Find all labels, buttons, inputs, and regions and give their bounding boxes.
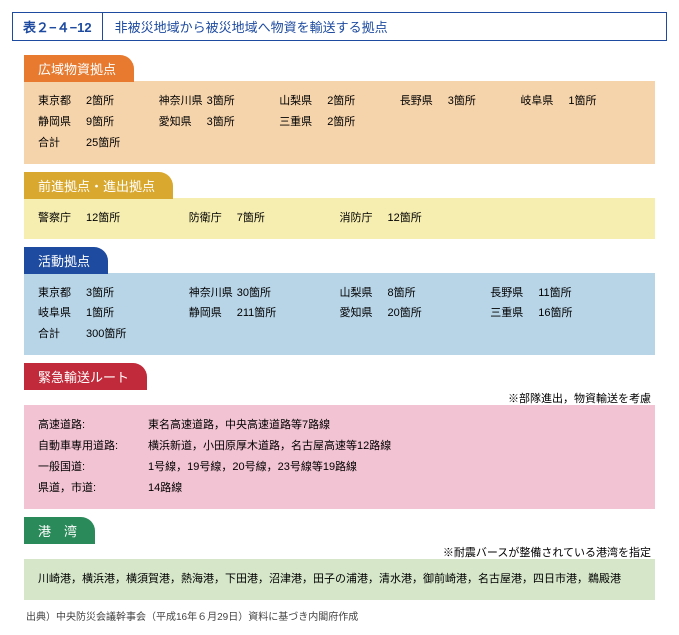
total-value: 300箇所 (86, 324, 134, 345)
pref-name: 愛知県 (159, 112, 207, 133)
pref-count: 8箇所 (388, 283, 436, 304)
pref-count: 2箇所 (327, 91, 375, 112)
pref-count: 12箇所 (86, 208, 134, 229)
pref-name: 山梨県 (279, 91, 327, 112)
pref-count: 20箇所 (388, 303, 436, 324)
pref-name: 東京都 (38, 91, 86, 112)
pref-name: 長野県 (490, 283, 538, 304)
pref-count: 2箇所 (86, 91, 134, 112)
total-label: 合計 (38, 324, 86, 345)
total-label: 合計 (38, 133, 86, 154)
pref-count: 211箇所 (237, 303, 285, 324)
data-cell: 長野県11箇所 (490, 283, 641, 304)
pref-name: 三重県 (279, 112, 327, 133)
section-note: ※耐震バースが整備されている港湾を指定 (24, 544, 655, 560)
pref-name: 三重県 (490, 303, 538, 324)
section-activity: 活動拠点 東京都3箇所神奈川県30箇所山梨県8箇所長野県11箇所岐阜県1箇所静岡… (24, 247, 655, 356)
route-value: 1号線，19号線，20号線，23号線等19路線 (148, 457, 357, 478)
pref-name: 消防庁 (340, 208, 388, 229)
section-wide-area: 広域物資拠点 東京都2箇所神奈川県3箇所山梨県2箇所長野県3箇所岐阜県1箇所静岡… (24, 55, 655, 164)
data-cell: 山梨県2箇所 (279, 91, 400, 112)
route-label: 一般国道: (38, 457, 148, 478)
data-cell: 山梨県8箇所 (340, 283, 491, 304)
route-row: 高速道路:東名高速道路，中央高速道路等7路線 (38, 415, 641, 436)
pref-name: 岐阜県 (38, 303, 86, 324)
data-cell: 岐阜県1箇所 (520, 91, 641, 112)
section-tab: 活動拠点 (24, 247, 108, 274)
route-label: 自動車専用道路: (38, 436, 148, 457)
pref-name: 静岡県 (38, 112, 86, 133)
route-value: 横浜新道，小田原厚木道路，名古屋高速等12路線 (148, 436, 391, 457)
pref-count: 3箇所 (207, 112, 255, 133)
pref-count: 1箇所 (568, 91, 616, 112)
total-value: 25箇所 (86, 133, 134, 154)
section-note: ※部隊進出，物資輸送を考慮 (24, 390, 655, 406)
pref-count: 3箇所 (448, 91, 496, 112)
data-cell: 消防庁12箇所 (340, 208, 491, 229)
data-cell: 静岡県211箇所 (189, 303, 340, 324)
pref-count: 12箇所 (388, 208, 436, 229)
data-cell: 東京都3箇所 (38, 283, 189, 304)
route-label: 県道，市道: (38, 478, 148, 499)
section-panel: 警察庁12箇所防衛庁7箇所消防庁12箇所 (24, 198, 655, 239)
pref-count: 16箇所 (538, 303, 586, 324)
pref-count: 3箇所 (86, 283, 134, 304)
section-tab: 前進拠点・進出拠点 (24, 172, 173, 199)
section-ports: 港 湾 ※耐震バースが整備されている港湾を指定 川崎港，横浜港，横須賀港，熱海港… (24, 517, 655, 600)
pref-name: 岐阜県 (520, 91, 568, 112)
pref-name: 愛知県 (340, 303, 388, 324)
pref-name: 神奈川県 (189, 283, 237, 304)
pref-count: 3箇所 (207, 91, 255, 112)
route-label: 高速道路: (38, 415, 148, 436)
data-cell: 岐阜県1箇所 (38, 303, 189, 324)
section-routes: 緊急輸送ルート ※部隊進出，物資輸送を考慮 高速道路:東名高速道路，中央高速道路… (24, 363, 655, 509)
data-cell: 静岡県9箇所 (38, 112, 159, 133)
section-panel: 高速道路:東名高速道路，中央高速道路等7路線自動車専用道路:横浜新道，小田原厚木… (24, 405, 655, 509)
source-citation: 出典）中央防災会議幹事会（平成16年６月29日）資料に基づき内閣府作成 (26, 608, 667, 623)
section-forward: 前進拠点・進出拠点 警察庁12箇所防衛庁7箇所消防庁12箇所 (24, 172, 655, 239)
section-panel: 東京都3箇所神奈川県30箇所山梨県8箇所長野県11箇所岐阜県1箇所静岡県211箇… (24, 273, 655, 356)
pref-name: 防衛庁 (189, 208, 237, 229)
table-title: 非被災地域から被災地域へ物資を輸送する拠点 (103, 13, 400, 40)
pref-count: 30箇所 (237, 283, 285, 304)
pref-name: 山梨県 (340, 283, 388, 304)
pref-count: 7箇所 (237, 208, 285, 229)
pref-name: 静岡県 (189, 303, 237, 324)
section-panel: 東京都2箇所神奈川県3箇所山梨県2箇所長野県3箇所岐阜県1箇所静岡県9箇所愛知県… (24, 81, 655, 164)
data-cell: 長野県3箇所 (400, 91, 521, 112)
pref-name: 長野県 (400, 91, 448, 112)
table-number: 表２−４−12 (13, 13, 103, 40)
pref-count: 11箇所 (538, 283, 586, 304)
title-bar: 表２−４−12 非被災地域から被災地域へ物資を輸送する拠点 (12, 12, 667, 41)
pref-count: 2箇所 (327, 112, 375, 133)
data-cell: 愛知県20箇所 (340, 303, 491, 324)
pref-name: 神奈川県 (159, 91, 207, 112)
pref-count: 9箇所 (86, 112, 134, 133)
route-row: 一般国道:1号線，19号線，20号線，23号線等19路線 (38, 457, 641, 478)
data-cell: 神奈川県30箇所 (189, 283, 340, 304)
route-value: 東名高速道路，中央高速道路等7路線 (148, 415, 330, 436)
route-row: 自動車専用道路:横浜新道，小田原厚木道路，名古屋高速等12路線 (38, 436, 641, 457)
pref-name: 警察庁 (38, 208, 86, 229)
data-cell: 神奈川県3箇所 (159, 91, 280, 112)
data-cell: 愛知県3箇所 (159, 112, 280, 133)
pref-name: 東京都 (38, 283, 86, 304)
data-cell: 防衛庁7箇所 (189, 208, 340, 229)
pref-count: 1箇所 (86, 303, 134, 324)
data-cell: 東京都2箇所 (38, 91, 159, 112)
data-cell: 三重県2箇所 (279, 112, 400, 133)
section-tab: 緊急輸送ルート (24, 363, 147, 390)
route-value: 14路線 (148, 478, 182, 499)
data-cell: 三重県16箇所 (490, 303, 641, 324)
section-tab: 広域物資拠点 (24, 55, 134, 82)
route-row: 県道，市道:14路線 (38, 478, 641, 499)
data-cell: 警察庁12箇所 (38, 208, 189, 229)
section-tab: 港 湾 (24, 517, 95, 544)
section-panel: 川崎港，横浜港，横須賀港，熱海港，下田港，沼津港，田子の浦港，清水港，御前崎港，… (24, 559, 655, 600)
